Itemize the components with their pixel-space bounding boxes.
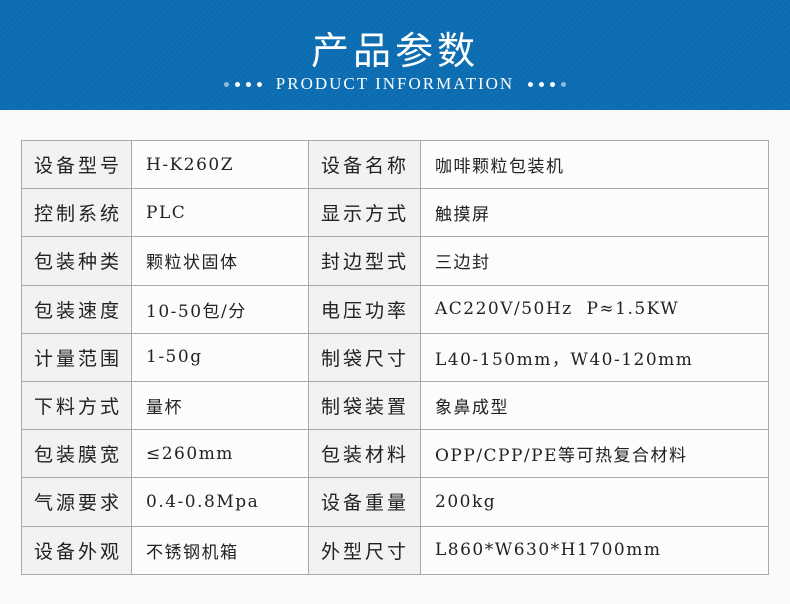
table-row: 包装种类 颗粒状固体 封边型式 三边封: [21, 236, 769, 286]
spec-value: 不锈钢机箱: [131, 525, 309, 575]
spec-label: 封边型式: [308, 236, 421, 286]
spec-label: 电压功率: [308, 284, 421, 334]
page-title: 产品参数: [310, 29, 479, 73]
spec-label: 包装膜宽: [21, 429, 132, 479]
decorative-dots-right: [528, 81, 567, 87]
spec-label: 显示方式: [308, 188, 421, 238]
table-row: 下料方式 量杯 制袋装置 象鼻成型: [21, 380, 769, 431]
decorative-dots-left: [223, 81, 262, 87]
spec-label: 设备外观: [21, 525, 132, 575]
spec-label: 气源要求: [21, 477, 132, 527]
spec-label: 设备型号: [21, 139, 132, 190]
table-row: 计量范围 1-50g 制袋尺寸 L40-150mm，W40-120mm: [21, 332, 769, 382]
spec-label: 外型尺寸: [308, 525, 421, 575]
spec-value: 触摸屏: [420, 188, 769, 238]
table-row: 包装膜宽 ≤260mm 包装材料 OPP/CPP/PE等可热复合材料: [21, 429, 769, 479]
spec-value: ≤260mm: [131, 429, 309, 479]
spec-value: 200kg: [420, 477, 769, 527]
spec-value: 1-50g: [131, 332, 309, 382]
spec-value: OPP/CPP/PE等可热复合材料: [420, 429, 769, 479]
spec-value: 咖啡颗粒包装机: [420, 139, 769, 190]
subtitle-row: PRODUCT INFORMATION: [0, 74, 790, 94]
table-row: 气源要求 0.4-0.8Mpa 设备重量 200kg: [21, 477, 769, 527]
spec-label: 制袋装置: [308, 380, 421, 431]
spec-value: 颗粒状固体: [131, 236, 309, 286]
spec-value: 量杯: [131, 380, 309, 431]
table-row: 控制系统 PLC 显示方式 触摸屏: [21, 188, 769, 238]
spec-label: 设备名称: [308, 139, 421, 190]
spec-label: 包装种类: [21, 236, 132, 286]
spec-label: 控制系统: [21, 188, 132, 238]
spec-value: H-K260Z: [131, 139, 309, 190]
spec-label: 设备重量: [308, 477, 421, 527]
spec-value: L40-150mm，W40-120mm: [420, 332, 769, 382]
header-banner: 产品参数 PRODUCT INFORMATION: [0, 0, 790, 110]
spec-value: 0.4-0.8Mpa: [131, 477, 309, 527]
table-row: 设备外观 不锈钢机箱 外型尺寸 L860*W630*H1700mm: [21, 525, 769, 575]
spec-label: 计量范围: [21, 332, 132, 382]
spec-label: 下料方式: [21, 380, 132, 431]
spec-table: 设备型号 H-K260Z 设备名称 咖啡颗粒包装机 控制系统 PLC 显示方式 触摸屏 包装种类…: [21, 139, 769, 575]
spec-value: PLC: [131, 188, 309, 238]
spec-value: 10-50包/分: [131, 284, 309, 334]
table-row: 设备型号 H-K260Z 设备名称 咖啡颗粒包装机: [21, 139, 769, 190]
spec-value: 三边封: [420, 236, 769, 286]
table-row: 包装速度 10-50包/分 电压功率 AC220V/50Hz P≈1.5KW: [21, 284, 769, 334]
spec-label: 包装材料: [308, 429, 421, 479]
spec-value: AC220V/50Hz P≈1.5KW: [420, 284, 769, 334]
spec-value: L860*W630*H1700mm: [420, 525, 769, 575]
spec-label: 制袋尺寸: [308, 332, 421, 382]
spec-value: 象鼻成型: [420, 380, 769, 431]
page-subtitle: PRODUCT INFORMATION: [275, 74, 515, 93]
spec-label: 包装速度: [21, 284, 132, 334]
